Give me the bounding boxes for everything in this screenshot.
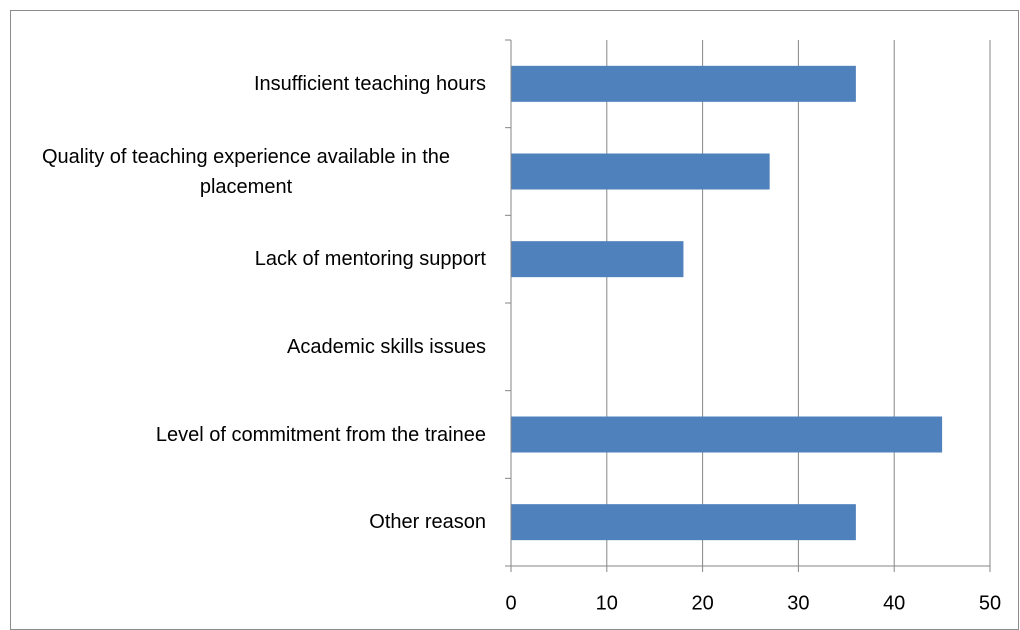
bar [511,153,770,190]
y-tick-label: Level of commitment from the trainee [6,395,486,475]
bar [511,65,856,102]
x-tick-label: 20 [691,592,713,614]
y-tick-label: Other reason [6,482,486,562]
bar [511,241,684,278]
y-tick-label: Quality of teaching experience available… [6,132,486,212]
category-text: Insufficient teaching hours [253,72,486,95]
category-text: Level of commitment from the trainee [155,423,486,446]
y-tick-label: Lack of mentoring support [6,219,486,299]
bar [511,504,856,541]
category-text: Academic skills issues [287,335,486,358]
category-text: Other reason [369,511,486,534]
x-tick-label: 40 [883,592,905,614]
bar [511,416,943,453]
category-text: Lack of mentoring support [254,248,486,271]
y-tick-label: Academic skills issues [6,307,486,387]
x-tick-label: 30 [787,592,809,614]
x-tick-label: 10 [596,592,618,614]
x-tick-label: 0 [505,592,516,614]
category-text: Quality of teaching experience available… [41,145,451,198]
y-tick-label: Insufficient teaching hours [6,44,486,124]
x-tick-label: 50 [979,592,1001,614]
